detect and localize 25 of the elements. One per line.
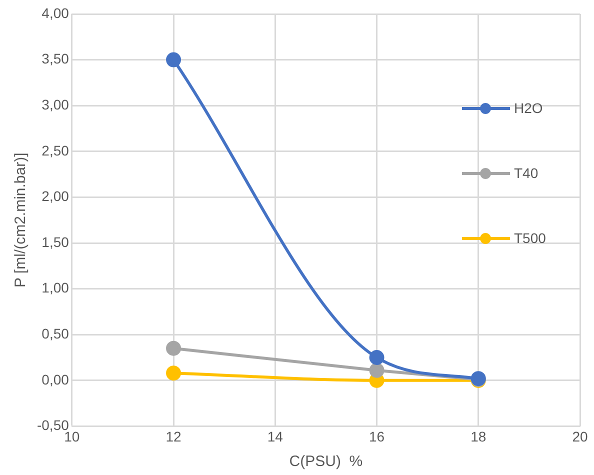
x-tick-label: 18 [470,428,486,444]
y-tick-label: -0,50 [36,417,70,434]
legend-label: H2O [514,100,543,116]
x-tick-label: 14 [267,428,284,444]
y-tick-label: 0,00 [42,371,70,388]
y-tick-label: 2,50 [42,142,70,158]
y-tick-label: 1,00 [42,280,70,296]
legend-label: T500 [514,230,546,246]
point [369,350,384,365]
y-tick-label: 4,00 [42,4,70,21]
x-tick-label: 16 [368,428,385,444]
legend-label: T40 [514,165,538,181]
point [369,362,384,378]
point [166,52,182,68]
x-tick-label: 20 [572,428,588,444]
point [166,366,182,381]
y-tick-label: 2,00 [42,188,70,204]
point [166,340,182,356]
x-tick-label: 12 [166,428,182,444]
y-tick-label: 1,50 [42,234,70,250]
y-axis-title: P [ml/(cm2.min.bar)] [12,152,30,288]
y-tick-label: 0,50 [42,325,70,342]
y-tick-label: 3,00 [42,96,70,112]
y-tick-label: 3,50 [42,50,70,67]
x-axis-title: C(PSU) % [289,453,363,470]
